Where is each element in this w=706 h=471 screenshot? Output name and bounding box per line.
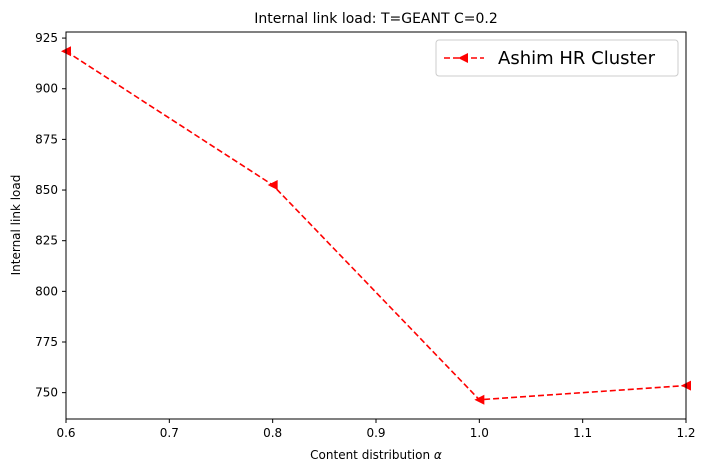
y-tick-label: 875 [35,132,58,146]
x-tick-label: 1.0 [470,426,489,440]
x-tick-label: 1.1 [573,426,592,440]
y-tick-label: 900 [35,82,58,96]
legend-marker-sample [458,53,468,63]
data-point [474,394,485,405]
x-axis-title-symbol: α [434,448,442,462]
x-tick-label: 0.9 [366,426,385,440]
x-axis-title-text: Content distribution [310,448,430,462]
x-axis: 0.6 0.7 0.8 0.9 1.0 1.1 1.2 [56,419,696,440]
y-tick-label: 750 [35,386,58,400]
y-tick-label: 825 [35,234,58,248]
y-axis: 750 775 800 825 850 875 900 925 [35,31,66,400]
x-tick-label: 0.8 [263,426,282,440]
chart-title: Internal link load: T=GEANT C=0.2 [254,11,498,27]
legend-label: Ashim HR Cluster [498,48,656,69]
x-tick-label: 0.7 [160,426,179,440]
x-axis-title: Content distribution α [310,448,442,462]
y-tick-label: 925 [35,31,58,45]
x-tick-label: 0.6 [56,426,75,440]
y-tick-label: 850 [35,183,58,197]
legend-box [435,39,679,77]
y-tick-label: 775 [35,335,58,349]
legend: Ashim HR Cluster [435,39,679,77]
x-tick-label: 1.2 [676,426,695,440]
y-axis-title: Internal link load [9,175,23,276]
data-point [267,179,278,190]
y-tick-label: 800 [35,284,58,298]
